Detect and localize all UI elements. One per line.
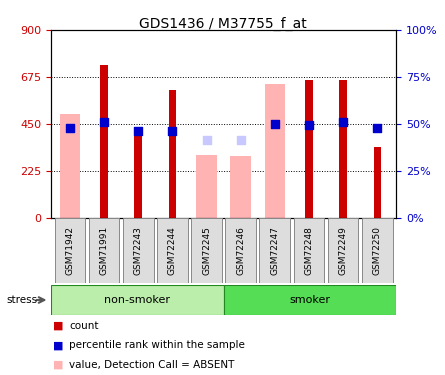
Bar [305, 80, 313, 218]
FancyBboxPatch shape [191, 217, 222, 283]
Text: GSM71942: GSM71942 [65, 226, 74, 275]
Bar [373, 147, 381, 218]
Point [237, 137, 244, 143]
Text: percentile rank within the sample: percentile rank within the sample [69, 340, 245, 350]
FancyBboxPatch shape [362, 217, 392, 283]
Point [66, 125, 73, 131]
Text: GSM72244: GSM72244 [168, 226, 177, 274]
Text: GDS1436 / M37755_f_at: GDS1436 / M37755_f_at [139, 17, 306, 31]
Text: GSM72250: GSM72250 [373, 226, 382, 275]
Bar [60, 114, 80, 218]
Text: ■: ■ [53, 321, 63, 331]
Bar [169, 90, 176, 218]
Point [340, 118, 347, 124]
FancyBboxPatch shape [89, 217, 119, 283]
FancyBboxPatch shape [55, 217, 85, 283]
Text: GSM71991: GSM71991 [100, 226, 109, 275]
Text: GSM72246: GSM72246 [236, 226, 245, 275]
Bar [231, 156, 251, 218]
Text: GSM72245: GSM72245 [202, 226, 211, 275]
Point [271, 121, 279, 127]
Bar [340, 80, 347, 218]
Text: value, Detection Call = ABSENT: value, Detection Call = ABSENT [69, 360, 235, 370]
Text: GSM72247: GSM72247 [270, 226, 279, 275]
FancyBboxPatch shape [224, 285, 396, 315]
Point [66, 125, 73, 131]
Point [169, 128, 176, 134]
Point [305, 122, 312, 128]
Text: stress: stress [7, 295, 38, 305]
Point [374, 125, 381, 131]
FancyBboxPatch shape [225, 217, 256, 283]
FancyBboxPatch shape [328, 217, 359, 283]
FancyBboxPatch shape [51, 285, 224, 315]
FancyBboxPatch shape [259, 217, 290, 283]
Point [203, 137, 210, 143]
Point [101, 118, 108, 124]
Text: GSM72249: GSM72249 [339, 226, 348, 275]
FancyBboxPatch shape [157, 217, 188, 283]
Bar [100, 65, 108, 218]
FancyBboxPatch shape [294, 217, 324, 283]
Bar [196, 155, 217, 218]
Text: GSM72248: GSM72248 [304, 226, 313, 275]
Bar [134, 134, 142, 218]
Text: GSM72243: GSM72243 [134, 226, 143, 275]
Text: ■: ■ [53, 360, 63, 370]
FancyBboxPatch shape [123, 217, 154, 283]
Bar [265, 84, 285, 218]
Text: count: count [69, 321, 98, 331]
Text: ■: ■ [53, 340, 63, 350]
Text: non-smoker: non-smoker [105, 295, 170, 305]
Text: smoker: smoker [289, 295, 330, 305]
Point [135, 128, 142, 134]
